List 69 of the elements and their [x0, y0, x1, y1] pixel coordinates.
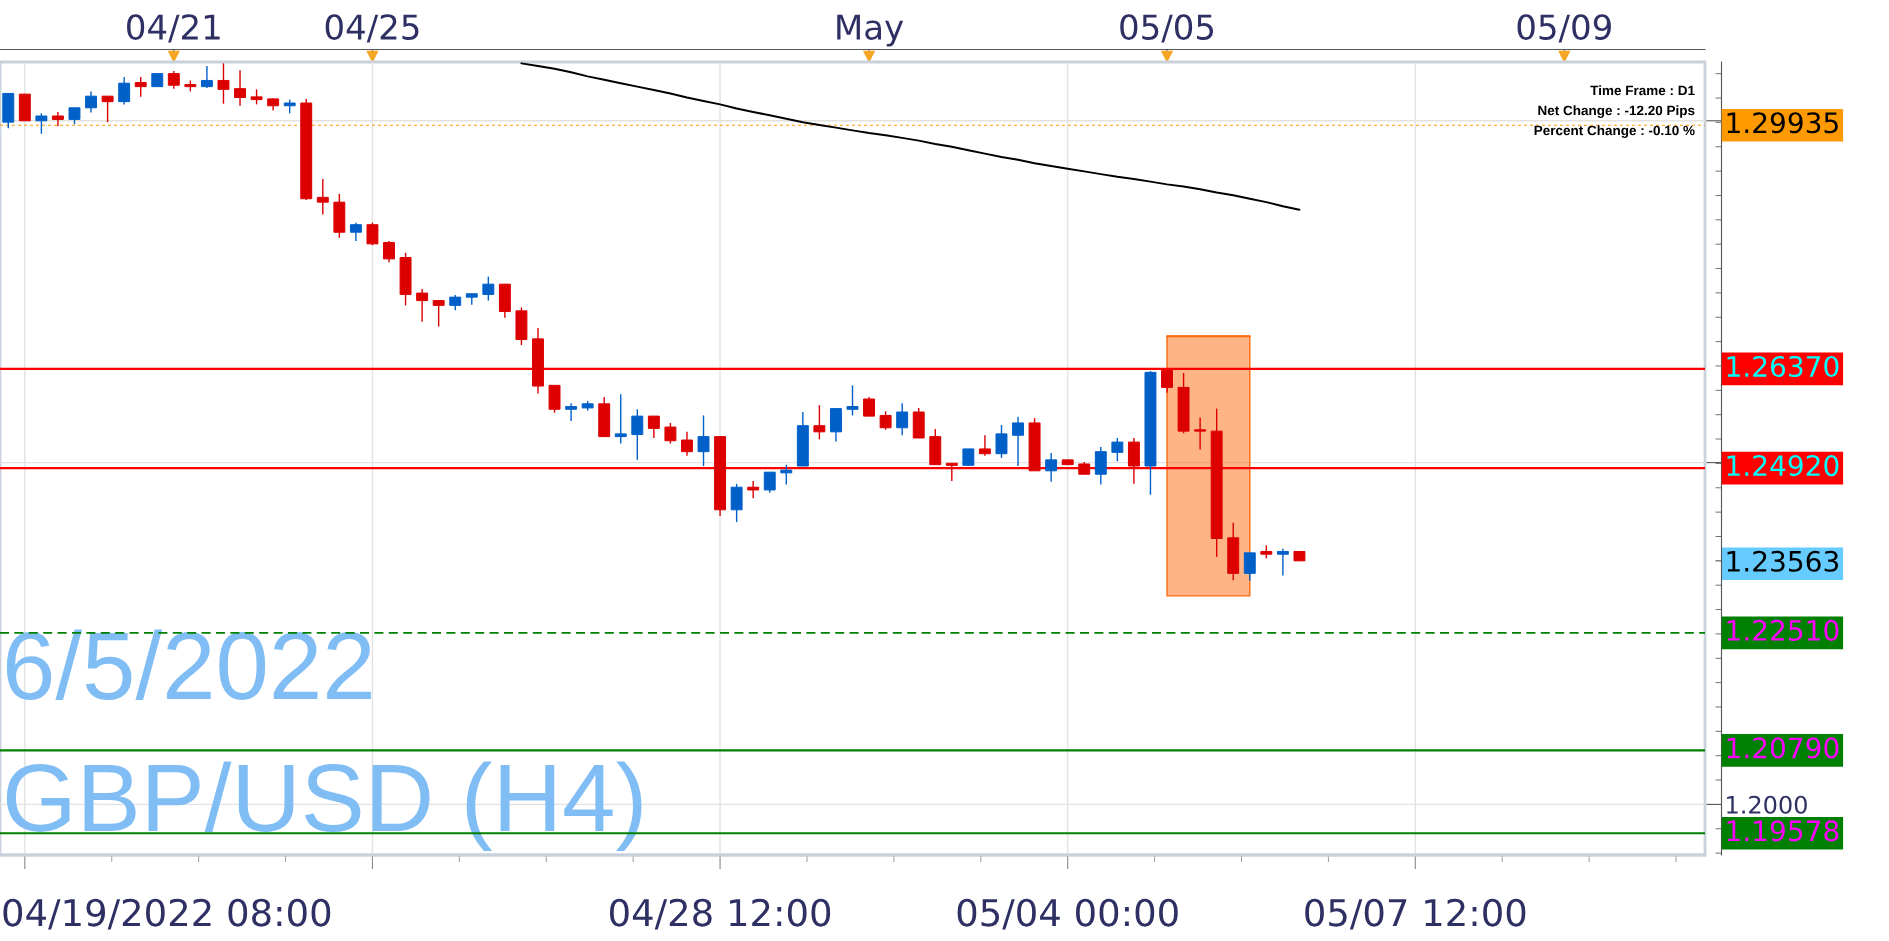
candlestick	[829, 407, 842, 443]
category-label: 05/09	[1517, 14, 1611, 43]
candlestick	[200, 65, 213, 89]
category-label: 04/21	[127, 14, 220, 43]
candlestick	[1161, 369, 1173, 394]
candlestick	[697, 414, 710, 467]
y-tick-label: 1.2000	[1727, 795, 1807, 814]
candlestick	[366, 221, 379, 246]
candlestick	[664, 422, 677, 445]
x-tick-label: 04/28 12:00	[610, 898, 831, 930]
candlestick	[1045, 452, 1058, 483]
candlestick	[1127, 437, 1140, 485]
ref-line-label: 1.19578	[1727, 820, 1839, 842]
annotation: Percent Change : -0.10 %	[1534, 125, 1695, 138]
candlestick	[35, 112, 48, 135]
category-label: 04/25	[325, 14, 419, 43]
candlestick	[631, 408, 644, 461]
candlestick	[863, 396, 876, 417]
candlestick	[896, 402, 909, 436]
candlestick	[482, 275, 495, 302]
candlestick	[747, 480, 760, 499]
ref-line-label: 1.20790	[1727, 737, 1839, 759]
candlestick	[1243, 552, 1256, 582]
text: 6/5/2022	[6, 629, 371, 700]
candlestick	[879, 410, 892, 431]
ref-line-label: 1.29935	[1727, 112, 1838, 134]
candlestick	[730, 483, 743, 523]
category-label: 05/05	[1120, 14, 1214, 43]
candlestick	[134, 76, 147, 98]
text: 04/19/2022 08:00	[3, 898, 331, 930]
line-series	[520, 62, 1301, 211]
candlestick	[945, 462, 958, 482]
annotation: Time Frame : D1	[1590, 85, 1695, 96]
candlestick	[565, 402, 578, 422]
x-tick-label: 05/04 00:00	[957, 898, 1178, 930]
candlestick	[349, 221, 362, 242]
ref-line-label: 1.26370	[1727, 355, 1839, 378]
x-tick-label: 05/07 12:00	[1305, 898, 1526, 930]
candlestick	[217, 62, 230, 105]
ref-line-label: 1.22510	[1727, 619, 1839, 641]
candlestick	[101, 95, 114, 123]
text: GBP/USD (H4)	[6, 761, 642, 851]
annotation: Net Change : -12.20 Pips	[1538, 105, 1695, 118]
candlestick	[416, 288, 429, 323]
candlestick	[978, 434, 991, 457]
candlestick	[383, 240, 395, 263]
candlestick	[1094, 446, 1107, 486]
candlestick	[1111, 437, 1124, 462]
y-tick-label: 1.23563	[1727, 550, 1839, 572]
candlestick	[85, 90, 98, 114]
candlestick	[813, 404, 826, 441]
candlestick	[1276, 548, 1289, 577]
candlestick	[763, 471, 776, 494]
candlestick	[614, 393, 627, 445]
candlestick	[1194, 416, 1207, 451]
candlestick	[780, 463, 793, 486]
candlestick	[234, 69, 246, 107]
category-label: May	[837, 14, 904, 47]
candlestick	[432, 299, 445, 328]
candlestick	[118, 76, 131, 106]
ref-line-label: 1.24920	[1727, 455, 1839, 477]
candlestick	[846, 384, 859, 417]
candlestick	[995, 424, 1008, 459]
candlestick	[647, 415, 660, 439]
candlestick	[316, 178, 329, 216]
candlestick	[51, 111, 64, 127]
candlestick	[1012, 416, 1024, 467]
candlestick	[681, 431, 693, 457]
candlestick	[548, 384, 561, 414]
